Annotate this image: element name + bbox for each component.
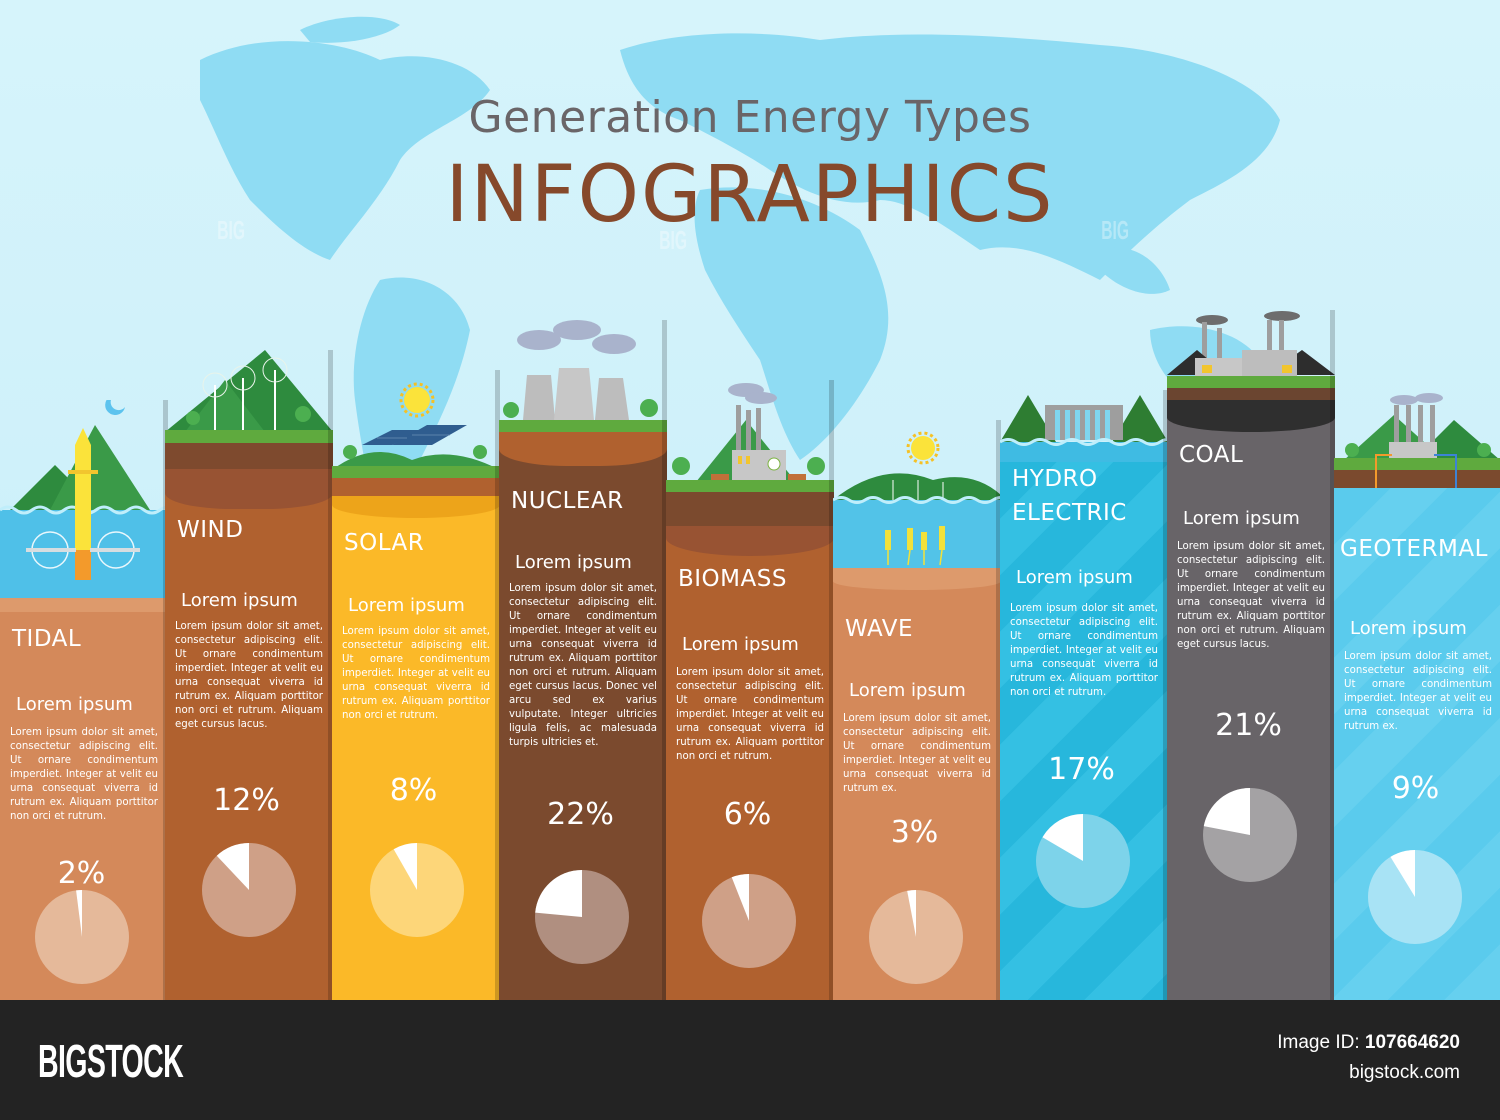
column-nuclear: NUCLEAR Lorem ipsum Lorem ipsum dolor si… [499,320,667,1000]
geotermal-body: GEOTERMAL Lorem ipsum Lorem ipsum dolor … [1334,488,1500,1000]
hydro-heading: Lorem ipsum [1016,567,1133,588]
solar-label: SOLAR [344,530,425,556]
wave-body: WAVE Lorem ipsum Lorem ipsum dolor sit a… [833,568,1001,1000]
coal-heading: Lorem ipsum [1183,508,1300,529]
solar-scene-icon [332,382,500,480]
column-coal: COAL Lorem ipsum Lorem ipsum dolor sit a… [1167,310,1335,1000]
wave-pie-chart [869,890,963,984]
tidal-heading: Lorem ipsum [16,694,133,715]
biomass-text: Lorem ipsum dolor sit amet, consectetur … [676,667,824,762]
page-title: INFOGRAPHICS [445,150,1055,240]
nuclear-scene-icon [499,320,667,434]
site-link[interactable]: bigstock.com [1349,1062,1460,1083]
biomass-scene-icon [666,383,834,494]
hydro-dam-scene-icon [1000,395,1168,470]
tidal-label: TIDAL [12,626,82,652]
coal-pie-chart [1203,788,1297,882]
geotermal-pie-chart [1368,850,1462,944]
column-geotermal: GEOTERMAL Lorem ipsum Lorem ipsum dolor … [1334,390,1500,1000]
wind-pie-chart [202,843,296,937]
biomass-label: BIOMASS [678,566,787,592]
geotermal-text: Lorem ipsum dolor sit amet, consectetur … [1344,651,1492,732]
solar-percent: 8% [389,773,438,808]
nuclear-label: NUCLEAR [511,488,624,514]
nuclear-heading: Lorem ipsum [515,552,632,573]
tidal-scene-icon [0,400,168,600]
wind-label: WIND [177,517,244,543]
geotermal-percent: 9% [1391,771,1440,806]
column-wave: WAVE Lorem ipsum Lorem ipsum dolor sit a… [833,420,1001,1000]
tidal-pie-chart [35,890,129,984]
solar-heading: Lorem ipsum [348,595,465,616]
column-wind: WIND Lorem ipsum Lorem ipsum dolor sit a… [165,350,333,1000]
watermark-big: BIG [1101,215,1129,245]
tidal-body: TIDAL Lorem ipsum Lorem ipsum dolor sit … [0,598,168,1000]
wave-scene-icon [833,431,1001,580]
hydro-text: Lorem ipsum dolor sit amet, consectetur … [1010,603,1158,698]
watermark-big: BIG [217,215,245,245]
nuclear-percent: 22% [547,797,614,832]
coal-percent: 21% [1215,708,1282,743]
hydro-body: HYDRO ELECTRIC Lorem ipsum Lorem ipsum d… [1000,462,1168,1000]
wave-heading: Lorem ipsum [849,680,966,701]
coal-plant-scene-icon [1167,311,1335,410]
bigstock-logo: BIGSTOCK [38,1035,184,1087]
wind-percent: 12% [213,783,280,818]
column-solar: SOLAR Lorem ipsum Lorem ipsum dolor sit … [332,370,500,1000]
page-subtitle: Generation Energy Types [468,92,1032,143]
solar-text: Lorem ipsum dolor sit amet, consectetur … [342,626,490,721]
wave-percent: 3% [890,815,939,850]
solar-body: SOLAR Lorem ipsum Lorem ipsum dolor sit … [332,478,500,1000]
nuclear-body: NUCLEAR Lorem ipsum Lorem ipsum dolor si… [499,432,667,1000]
geotermal-heading: Lorem ipsum [1350,618,1467,639]
column-hydro-electric: HYDRO ELECTRIC Lorem ipsum Lorem ipsum d… [1000,390,1168,1000]
footer-bar: BIGSTOCK Image ID: 107664620 bigstock.co… [0,1000,1500,1120]
biomass-pie-chart [702,874,796,968]
column-biomass: BIOMASS Lorem ipsum Lorem ipsum dolor si… [666,380,834,1000]
hydro-pie-chart [1036,814,1130,908]
coal-text: Lorem ipsum dolor sit amet, consectetur … [1177,541,1325,650]
coal-label: COAL [1179,442,1244,468]
hydro-label: HYDRO ELECTRIC [1012,466,1127,526]
image-id-label: Image ID: [1277,1032,1360,1053]
biomass-body: BIOMASS Lorem ipsum Lorem ipsum dolor si… [666,492,834,1000]
geotermal-label: GEOTERMAL [1340,536,1488,562]
tidal-percent: 2% [57,856,106,891]
hydro-percent: 17% [1048,752,1115,787]
solar-pie-chart [370,843,464,937]
infographic-canvas: Generation Energy Types INFOGRAPHICS TID… [0,0,1500,1000]
wave-label: WAVE [845,616,914,642]
coal-body: COAL Lorem ipsum Lorem ipsum dolor sit a… [1167,408,1335,1000]
watermark-big: BIG [659,225,687,255]
image-id-value: 107664620 [1364,1032,1460,1053]
wind-heading: Lorem ipsum [181,590,298,611]
wind-scene-icon [165,350,333,445]
wave-text: Lorem ipsum dolor sit amet, consectetur … [843,713,991,794]
column-tidal: TIDAL Lorem ipsum Lorem ipsum dolor sit … [0,400,168,1000]
wind-text: Lorem ipsum dolor sit amet, consectetur … [175,621,323,730]
geothermal-plant-scene-icon [1334,393,1500,490]
biomass-heading: Lorem ipsum [682,634,799,655]
nuclear-text: Lorem ipsum dolor sit amet, consectetur … [509,583,657,748]
image-id: Image ID: 107664620 [1277,1032,1460,1054]
tidal-text: Lorem ipsum dolor sit amet, consectetur … [10,727,158,822]
nuclear-pie-chart [535,870,629,964]
wind-body: WIND Lorem ipsum Lorem ipsum dolor sit a… [165,443,333,1000]
biomass-percent: 6% [723,797,772,832]
